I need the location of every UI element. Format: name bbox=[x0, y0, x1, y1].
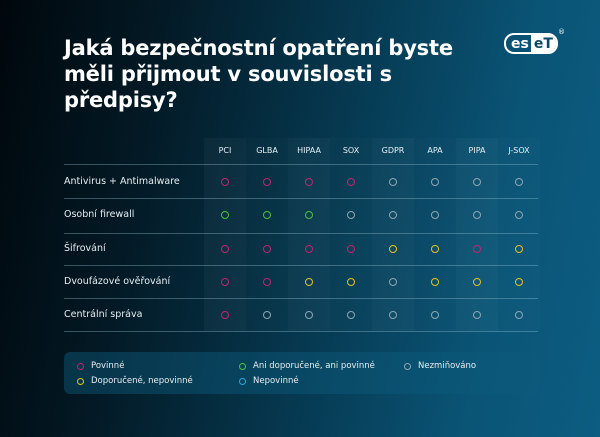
legend-item-ani: Ani doporučené, ani povinné bbox=[239, 361, 375, 371]
legend: Povinné Doporučené, nepovinné Ani doporuče… bbox=[64, 352, 538, 394]
status-circle-icon-povinne bbox=[263, 178, 271, 186]
column-header: PIPA bbox=[468, 146, 486, 155]
status-circle-icon-doporucene bbox=[515, 245, 523, 253]
row-label: Osobní firewall bbox=[64, 209, 135, 220]
column-band bbox=[372, 138, 414, 331]
row-divider bbox=[64, 198, 538, 199]
column-band bbox=[456, 138, 498, 331]
legend-label: Ani doporučené, ani povinné bbox=[253, 361, 375, 371]
column-header: GDPR bbox=[381, 146, 405, 155]
status-circle-icon-nezminovano bbox=[515, 211, 523, 219]
row-divider bbox=[64, 331, 538, 332]
status-circle-icon-doporucene bbox=[305, 278, 313, 286]
status-circle-icon-povinne bbox=[221, 245, 229, 253]
status-circle-icon-doporucene bbox=[431, 278, 439, 286]
column-band bbox=[414, 138, 456, 331]
legend-circle-icon bbox=[77, 362, 84, 370]
legend-label: Povinné bbox=[91, 361, 125, 371]
column-header: J-SOX bbox=[508, 146, 530, 155]
status-circle-icon-nezminovano bbox=[305, 311, 313, 319]
status-circle-icon-nezminovano bbox=[473, 178, 481, 186]
status-circle-icon-doporucene bbox=[473, 278, 481, 286]
legend-circle-icon bbox=[404, 362, 411, 370]
status-circle-icon-nezminovano bbox=[389, 278, 397, 286]
column-band bbox=[330, 138, 372, 331]
legend-item-nepovinne: Nepovinné bbox=[239, 376, 299, 386]
status-circle-icon-povinne bbox=[221, 178, 229, 186]
column-headers: PCI GLBA HIPAA SOX GDPR APA PIPA J-SOX bbox=[204, 138, 540, 164]
status-circle-icon-povinne bbox=[347, 178, 355, 186]
legend-label: Nezmiňováno bbox=[418, 361, 477, 371]
status-circle-icon-nezminovano bbox=[515, 311, 523, 319]
legend-item-doporucene: Doporučené, nepovinné bbox=[77, 376, 193, 386]
status-circle-icon-povinne bbox=[263, 278, 271, 286]
row-divider bbox=[64, 233, 538, 234]
legend-circle-icon bbox=[239, 362, 246, 370]
column-header: PCI bbox=[218, 146, 232, 155]
row-label: Centrální správa bbox=[64, 309, 143, 320]
status-circle-icon-doporucene bbox=[389, 245, 397, 253]
column-band bbox=[204, 138, 246, 331]
legend-item-nezminovano: Nezmiňováno bbox=[404, 361, 476, 371]
row-label: Dvoufázové ověřování bbox=[64, 276, 171, 287]
status-circle-icon-nezminovano bbox=[347, 211, 355, 219]
status-circle-icon-ani bbox=[221, 211, 229, 219]
status-circle-icon-ani bbox=[263, 211, 271, 219]
status-circle-icon-nezminovano bbox=[473, 311, 481, 319]
status-circle-icon-ani bbox=[305, 211, 313, 219]
eset-logo-icon: es eT bbox=[504, 33, 558, 54]
row-label: Šifrování bbox=[64, 243, 106, 254]
status-circle-icon-povinne bbox=[305, 178, 313, 186]
status-circle-icon-nezminovano bbox=[347, 311, 355, 319]
column-band bbox=[498, 138, 540, 331]
legend-circle-icon bbox=[77, 377, 84, 385]
row-divider bbox=[64, 265, 538, 266]
legend-label: Nepovinné bbox=[253, 376, 299, 386]
status-circle-icon-nezminovano bbox=[431, 178, 439, 186]
row-divider bbox=[64, 164, 538, 165]
status-circle-icon-nezminovano bbox=[263, 311, 271, 319]
status-circle-icon-nezminovano bbox=[389, 311, 397, 319]
column-header: GLBA bbox=[256, 146, 278, 155]
page-title: Jaká bezpečnostní opatření byste měli př… bbox=[64, 36, 453, 112]
status-circle-icon-doporucene bbox=[515, 278, 523, 286]
legend-label: Doporučené, nepovinné bbox=[91, 376, 193, 386]
column-band bbox=[246, 138, 288, 331]
status-circle-icon-nezminovano bbox=[431, 211, 439, 219]
status-circle-icon-nezminovano bbox=[389, 178, 397, 186]
status-circle-icon-povinne bbox=[263, 245, 271, 253]
status-circle-icon-nezminovano bbox=[473, 211, 481, 219]
status-circle-icon-povinne bbox=[221, 278, 229, 286]
legend-circle-icon bbox=[239, 377, 246, 385]
column-header: SOX bbox=[342, 146, 360, 155]
row-divider bbox=[64, 298, 538, 299]
status-circle-icon-doporucene bbox=[431, 245, 439, 253]
status-circle-icon-nezminovano bbox=[389, 211, 397, 219]
logo-text-left: es bbox=[511, 35, 529, 52]
status-circle-icon-povinne bbox=[347, 245, 355, 253]
status-circle-icon-doporucene bbox=[347, 278, 355, 286]
status-circle-icon-nezminovano bbox=[431, 311, 439, 319]
registered-mark: ® bbox=[558, 28, 565, 36]
row-label: Antivirus + Antimalware bbox=[64, 176, 180, 187]
legend-item-povinne: Povinné bbox=[77, 361, 124, 371]
status-circle-icon-nezminovano bbox=[515, 178, 523, 186]
status-circle-icon-povinne bbox=[473, 245, 481, 253]
column-header: HIPAA bbox=[297, 146, 321, 155]
column-header: APA bbox=[427, 146, 443, 155]
status-circle-icon-povinne bbox=[305, 245, 313, 253]
status-circle-icon-povinne bbox=[221, 311, 229, 319]
column-band bbox=[288, 138, 330, 331]
logo-text-right: eT bbox=[530, 35, 556, 52]
